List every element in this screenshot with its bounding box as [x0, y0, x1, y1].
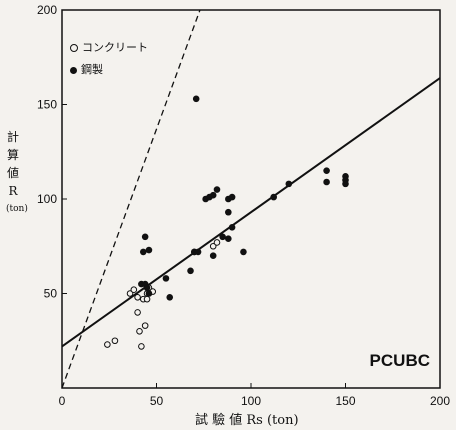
legend: コンクリート 鋼製: [70, 37, 148, 81]
filled-circle-point: [323, 167, 330, 174]
filled-circle-point: [209, 191, 217, 199]
open-circle-point: [104, 341, 111, 348]
filled-circle-point: [323, 178, 330, 186]
y-axis-label-unit: (ton): [6, 204, 28, 214]
reference-lines: [61, 9, 441, 389]
y-axis-label: 計 算 値 R (ton): [6, 128, 28, 218]
filled-circle-point: [166, 293, 174, 301]
open-circle-point: [136, 328, 143, 335]
y-tick-label: 100: [37, 192, 57, 206]
filled-circle-point: [143, 284, 151, 292]
filled-circle-point: [162, 275, 170, 282]
tick-labels: 0 50 100 150 200 50 100 150 200: [37, 3, 450, 408]
open-circle-point: [213, 239, 221, 246]
x-tick-label: 150: [335, 394, 355, 408]
y-axis-label-char: 算: [6, 148, 19, 162]
y-axis-label-char: R: [8, 184, 18, 198]
filled-circle-point: [141, 233, 149, 241]
y-axis-label-char: 値: [6, 166, 19, 180]
legend-item-filled: 鋼製: [70, 59, 148, 81]
solid-regression-line: [61, 77, 441, 348]
filled-circle-point: [194, 248, 202, 256]
open-circle-point: [143, 295, 151, 303]
legend-label-open: コンクリート: [82, 41, 148, 54]
filled-circle-point: [145, 246, 153, 254]
filled-circle-point: [270, 193, 277, 201]
y-tick-label: 200: [37, 3, 57, 17]
legend-label-filled: 鋼製: [81, 63, 103, 76]
filled-circle-point: [192, 95, 200, 103]
filled-circle-point: [225, 208, 232, 216]
x-tick-label: 200: [430, 394, 450, 408]
x-tick-label: 100: [241, 394, 261, 408]
x-tick-label: 50: [150, 394, 164, 408]
filled-circle-point: [285, 180, 293, 188]
filled-circle-point: [228, 224, 236, 231]
y-axis-label-char: 計: [6, 130, 19, 144]
filled-circle-point: [145, 290, 153, 297]
open-circle-point: [134, 293, 141, 301]
dashed-reference-line: [61, 9, 201, 389]
open-circle-point: [130, 286, 138, 294]
filled-circle-point: [139, 248, 147, 256]
open-circle-marker-icon: [70, 44, 78, 52]
axes: [61, 9, 441, 389]
filled-circle-marker-icon: [70, 66, 77, 74]
open-circle-point: [134, 309, 141, 316]
open-circle-point: [209, 242, 217, 250]
open-circle-point: [138, 343, 145, 350]
data-points: [104, 95, 349, 350]
filled-circle-point: [187, 267, 194, 275]
filled-circle-point: [219, 233, 226, 241]
y-tick-label: 150: [37, 98, 57, 112]
open-circle-point: [141, 322, 149, 329]
filled-circle-point: [342, 180, 349, 188]
filled-circle-point: [225, 235, 232, 242]
filled-circle-point: [228, 193, 236, 201]
open-circle-point: [126, 290, 134, 297]
filled-circle-point: [209, 252, 217, 259]
chart-corner-label: PCUBC: [369, 351, 430, 370]
y-tick-label: 50: [44, 287, 58, 301]
x-tick-label: 0: [59, 394, 66, 408]
legend-item-open: コンクリート: [70, 37, 148, 59]
x-axis-label: 試 驗 値 Rs (ton): [195, 413, 299, 428]
filled-circle-point: [240, 248, 247, 256]
open-circle-point: [111, 337, 119, 345]
filled-circle-point: [213, 186, 221, 193]
